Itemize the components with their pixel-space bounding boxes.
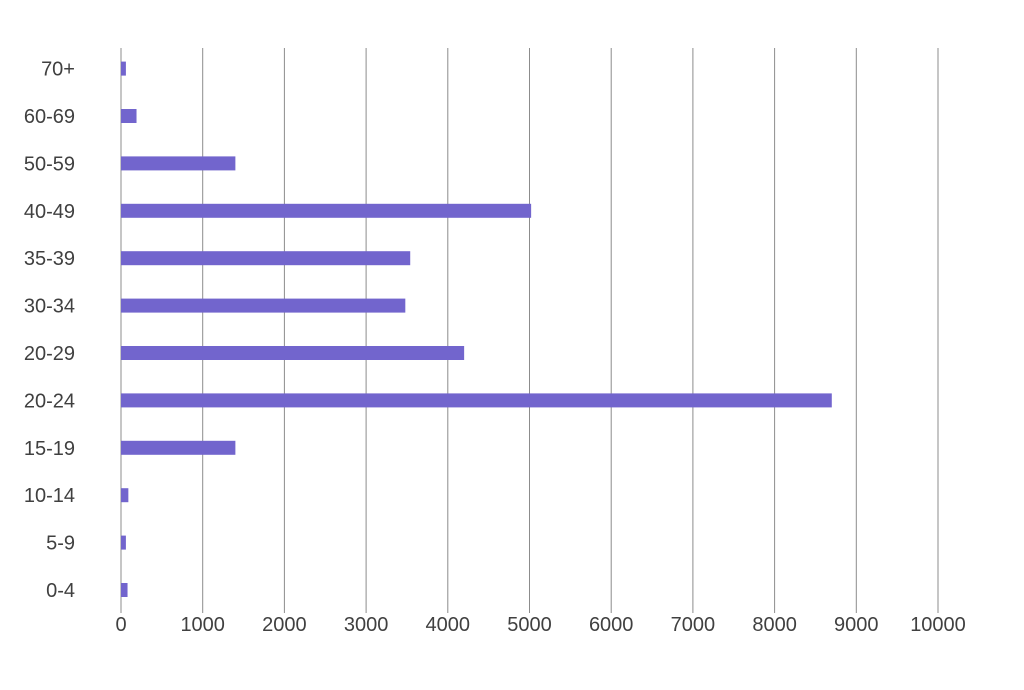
x-tick-label-1000: 1000 [180,614,225,636]
x-tick-label-10000: 10000 [910,614,966,636]
bar-50-59 [121,156,236,171]
category-label-30-34: 30-34 [24,296,75,318]
bar-70+ [121,61,126,76]
bar-5-9 [121,535,126,550]
category-label-20-29: 20-29 [24,343,75,365]
bar-0-4 [121,583,128,597]
x-tick-label-8000: 8000 [752,614,797,636]
x-tick-label-2000: 2000 [262,614,307,636]
bars [121,61,832,597]
category-label-15-19: 15-19 [24,438,75,460]
category-label-10-14: 10-14 [24,485,75,507]
bar-40-49 [121,203,532,218]
x-tick-labels: 0 1000 2000 3000 4000 5000 6000 7000 8000 9000 100… [115,614,965,636]
x-tick-label-7000: 7000 [671,614,716,636]
category-label-60-69: 60-69 [24,106,75,128]
category-label-40-49: 40-49 [24,201,75,223]
x-tick-label-4000: 4000 [426,614,471,636]
category-labels: 0-4 5-9 10-14 15-19 20-24 20-29 30-34 35-39 40-4… [24,59,75,602]
bar-10-14 [121,488,129,503]
category-label-20-24: 20-24 [24,390,75,412]
category-label-5-9: 5-9 [46,533,75,555]
bar-35-39 [121,251,411,266]
x-tick-label-6000: 6000 [589,614,634,636]
bar-30-34 [121,298,406,313]
x-tick-label-3000: 3000 [344,614,389,636]
category-label-50-59: 50-59 [24,153,75,175]
x-tick-label-5000: 5000 [507,614,552,636]
category-label-35-39: 35-39 [24,248,75,270]
gridlines [120,48,939,613]
bar-20-24 [121,393,832,408]
x-tick-label-0: 0 [115,614,126,636]
bar-20-29 [121,346,465,360]
x-tick-label-9000: 9000 [834,614,879,636]
bar-15-19 [121,440,236,455]
category-label-70+: 70+ [41,59,75,81]
category-label-0-4: 0-4 [46,580,75,602]
bar-60-69 [121,109,137,123]
